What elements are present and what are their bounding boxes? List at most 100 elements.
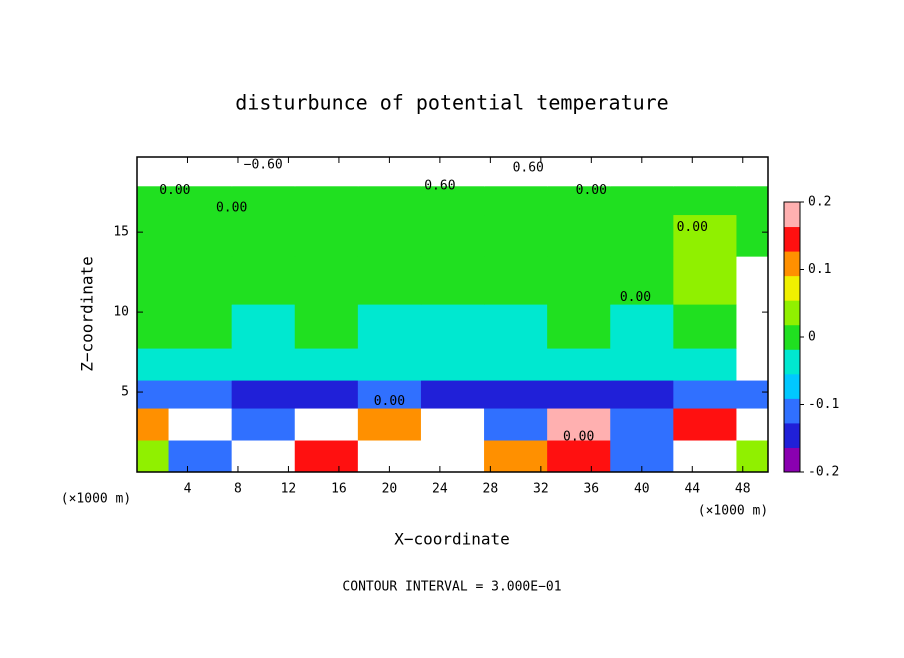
cell: [420, 348, 485, 381]
cell: [294, 408, 359, 441]
cell: [484, 185, 548, 216]
colorbar-label: -0.2: [808, 465, 839, 480]
cell: [484, 348, 548, 381]
chart-title: disturbunce of potential temperature: [235, 91, 668, 115]
colorbar-swatch: [784, 422, 800, 448]
x-tick-label: 28: [483, 482, 499, 497]
contour-label: −0.60: [244, 157, 283, 172]
cell: [137, 348, 170, 381]
y-tick-label: 10: [113, 305, 129, 320]
colorbar-swatch: [784, 202, 800, 228]
x-tick-label: 20: [382, 482, 398, 497]
cell: [168, 348, 233, 381]
x-tick-label: 16: [331, 482, 347, 497]
cell: [673, 157, 737, 187]
contour-label: 0.00: [159, 183, 190, 198]
cell: [420, 157, 485, 187]
cell: [673, 440, 737, 473]
cell: [357, 408, 422, 441]
cell: [168, 304, 233, 349]
cell: [137, 256, 170, 305]
cell: [736, 348, 769, 381]
cell: [168, 440, 233, 473]
cell: [547, 348, 611, 381]
contour-label: 0.00: [374, 394, 405, 409]
x-tick-label: 24: [432, 482, 448, 497]
contour-label: 0.00: [677, 220, 708, 235]
cell: [610, 214, 674, 257]
cell: [736, 380, 769, 409]
cell: [484, 408, 548, 441]
cell: [547, 214, 611, 257]
cell: [294, 157, 359, 187]
cell: [547, 185, 611, 216]
cell: [736, 440, 769, 473]
colorbar-swatch: [784, 324, 800, 350]
cell: [231, 348, 296, 381]
cell: [673, 214, 737, 257]
cell: [420, 256, 485, 305]
colorbar-swatch: [784, 275, 800, 301]
cell: [736, 214, 769, 257]
cell: [736, 256, 769, 305]
cell: [294, 440, 359, 473]
cell: [137, 304, 170, 349]
cell: [484, 157, 548, 187]
x-tick-label: 12: [281, 482, 297, 497]
contour-label: 0.00: [620, 290, 651, 305]
cell: [484, 440, 548, 473]
x-tick-label: 8: [234, 482, 242, 497]
x-unit: (×1000 m): [698, 504, 768, 519]
cell: [357, 348, 422, 381]
colorbar-label: 0: [808, 330, 816, 345]
colorbar-swatch: [784, 251, 800, 277]
cell: [294, 185, 359, 216]
cell: [547, 380, 611, 409]
colorbar-swatch: [784, 373, 800, 399]
cell: [547, 157, 611, 187]
cell: [673, 185, 737, 216]
x-tick-label: 44: [684, 482, 700, 497]
cell: [137, 408, 170, 441]
cell: [231, 256, 296, 305]
cell: [294, 304, 359, 349]
y-tick-label: 15: [113, 225, 129, 240]
x-tick-label: 4: [184, 482, 192, 497]
cell: [168, 380, 233, 409]
cell: [137, 185, 170, 216]
colorbar-swatch: [784, 349, 800, 375]
plot-frame: [136, 156, 769, 473]
colorbar-label: 0.1: [808, 262, 831, 277]
field: [137, 157, 769, 473]
cell: [357, 304, 422, 349]
cell: [736, 185, 769, 216]
cell: [168, 185, 233, 216]
y-tick-label: 5: [121, 385, 129, 400]
cell: [168, 214, 233, 257]
cell: [137, 440, 170, 473]
cell: [168, 157, 233, 187]
cell: [484, 304, 548, 349]
colorbar-swatch: [784, 226, 800, 252]
cell: [168, 408, 233, 441]
cell: [357, 256, 422, 305]
contour-label: 0.00: [216, 201, 247, 216]
cell: [673, 380, 737, 409]
colorbar-swatch: [784, 398, 800, 424]
cell: [231, 185, 296, 216]
cell: [547, 304, 611, 349]
cell: [420, 408, 485, 441]
colorbar-label: -0.1: [808, 397, 839, 412]
cell: [357, 380, 422, 409]
cell: [137, 380, 170, 409]
x-tick-label: 32: [533, 482, 549, 497]
cell: [610, 256, 674, 305]
cell: [673, 304, 737, 349]
contour-label: 0.60: [513, 161, 544, 176]
contour-label: 0.60: [424, 178, 455, 193]
cell: [484, 256, 548, 305]
colorbar-swatch: [784, 300, 800, 326]
cell: [357, 214, 422, 257]
cell: [610, 348, 674, 381]
